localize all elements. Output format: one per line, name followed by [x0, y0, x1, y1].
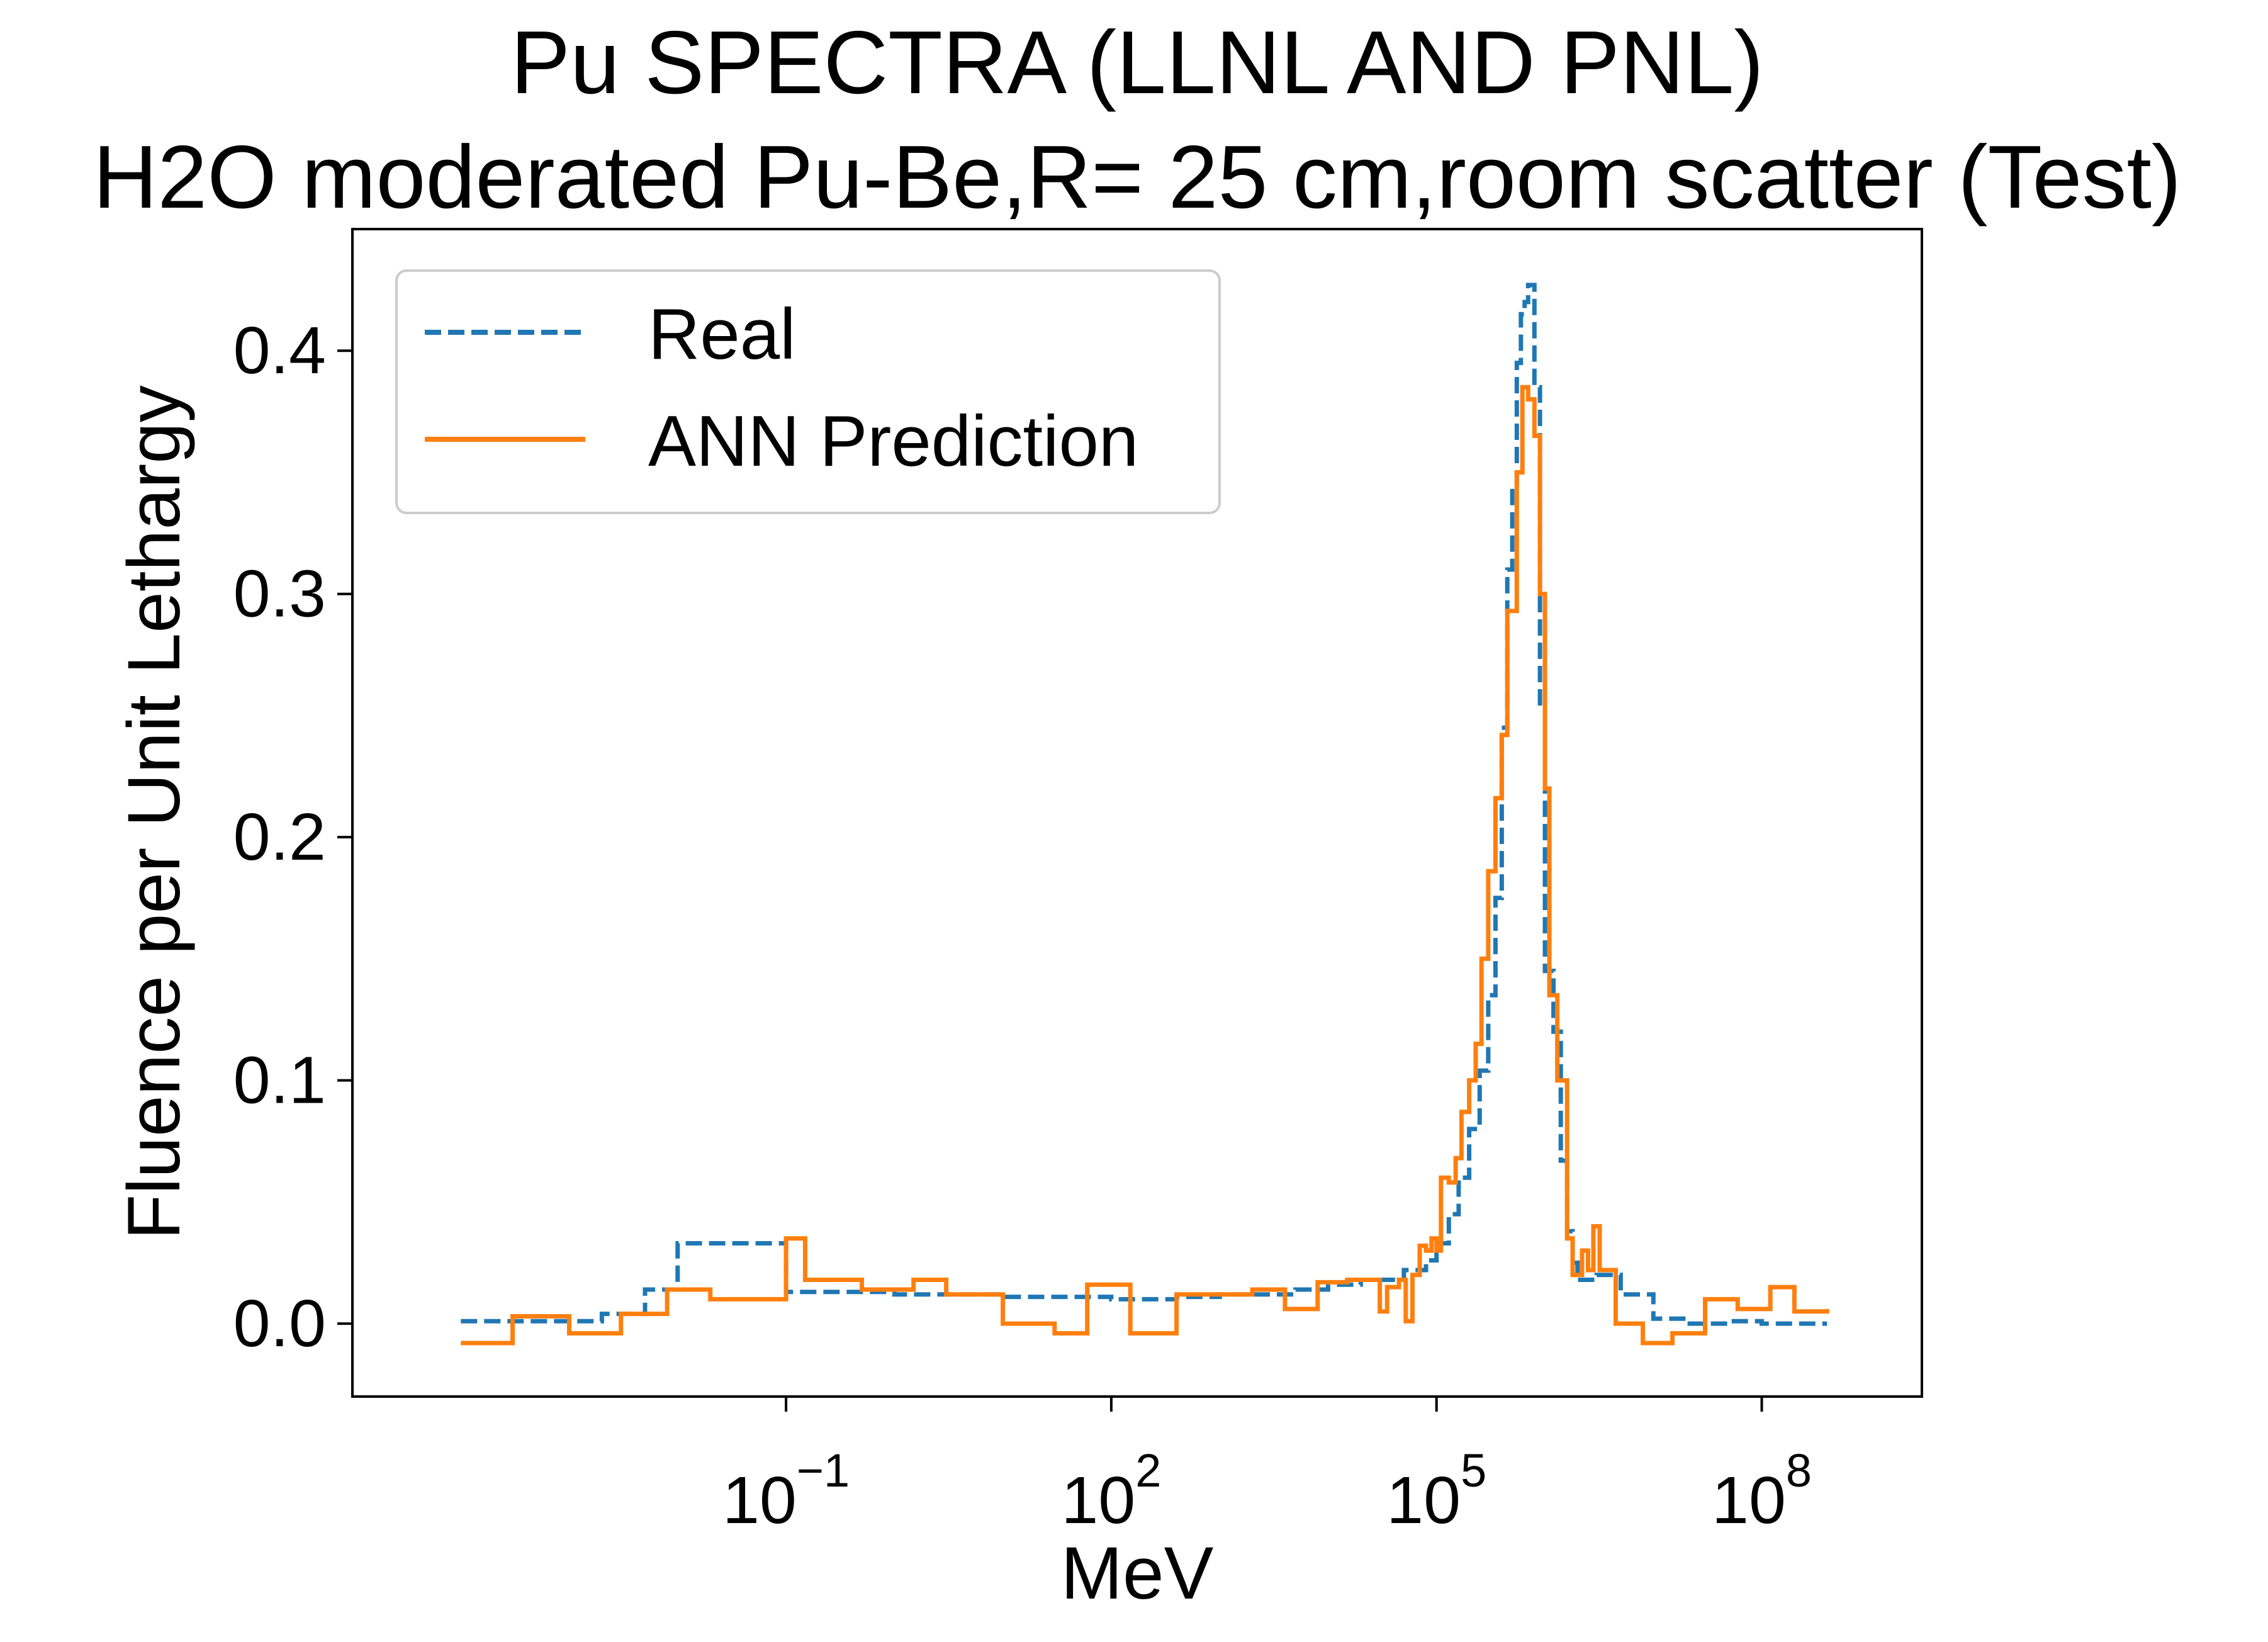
legend: Real ANN Prediction — [395, 269, 1221, 514]
series-line-ann-prediction — [461, 385, 1829, 1346]
y-tick-label: 0.0 — [233, 1286, 326, 1361]
y-tick-label: 0.2 — [233, 800, 326, 874]
x-tick-label: 102 — [1061, 1444, 1161, 1538]
legend-label-ann-prediction: ANN Prediction — [648, 402, 1138, 481]
chart-title-line1: Pu SPECTRA (LLNL AND PNL) — [510, 13, 1763, 113]
legend-label-real: Real — [648, 295, 795, 374]
y-tick-label: 0.3 — [233, 557, 326, 631]
chart-title-line2: H2O moderated Pu-Be,R= 25 cm,room scatte… — [93, 127, 2182, 227]
x-axis-ticks: 10−1 102 105 108 — [722, 1397, 1812, 1538]
x-tick-label: 108 — [1712, 1444, 1812, 1538]
series-line-real — [461, 283, 1827, 1326]
y-tick-label: 0.1 — [233, 1043, 326, 1118]
y-axis-label: Fluence per Unit Lethargy — [113, 385, 196, 1240]
x-tick-label: 10−1 — [722, 1444, 850, 1538]
x-axis-label: MeV — [1061, 1532, 1214, 1615]
legend-frame — [395, 269, 1221, 514]
plot-frame — [351, 228, 1923, 1398]
x-tick-label: 105 — [1386, 1444, 1486, 1538]
series-layer — [461, 283, 1829, 1346]
y-tick-label: 0.4 — [233, 313, 326, 388]
y-axis-ticks: 0.0 0.1 0.2 0.3 0.4 — [233, 313, 352, 1361]
